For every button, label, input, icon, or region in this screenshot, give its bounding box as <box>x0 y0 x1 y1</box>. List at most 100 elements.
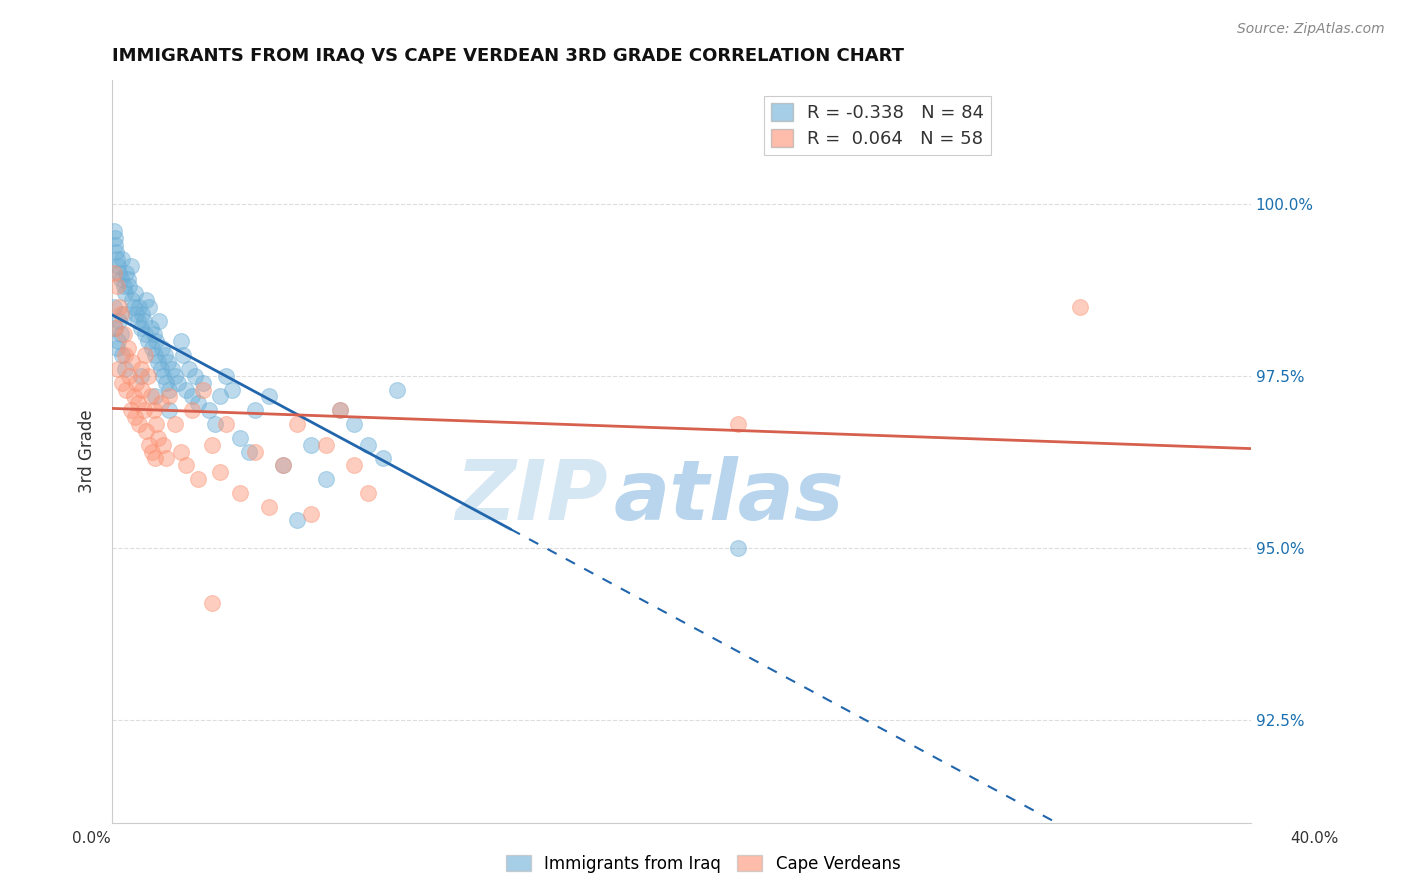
Point <box>138 300 160 314</box>
Point <box>107 259 129 273</box>
Point <box>118 279 141 293</box>
Point <box>131 383 153 397</box>
Point <box>104 231 127 245</box>
Text: ZIP: ZIP <box>456 456 607 537</box>
Point <box>103 238 125 252</box>
Legend: R = -0.338   N = 84, R =  0.064   N = 58: R = -0.338 N = 84, R = 0.064 N = 58 <box>763 96 991 155</box>
Point <box>111 348 134 362</box>
Text: atlas: atlas <box>613 456 844 537</box>
Point <box>132 403 155 417</box>
Point <box>135 293 157 307</box>
Point <box>271 458 294 473</box>
Point <box>204 417 226 431</box>
Point <box>136 334 159 349</box>
Point <box>193 383 215 397</box>
Point <box>122 389 145 403</box>
Point <box>139 389 162 403</box>
Point <box>157 389 180 403</box>
Point <box>143 451 166 466</box>
Point <box>129 368 152 383</box>
Text: IMMIGRANTS FROM IRAQ VS CAPE VERDEAN 3RD GRADE CORRELATION CHART: IMMIGRANTS FROM IRAQ VS CAPE VERDEAN 3RD… <box>112 46 904 64</box>
Point <box>198 403 221 417</box>
Point <box>285 417 308 431</box>
Point <box>142 327 165 342</box>
Point <box>727 541 749 555</box>
Point <box>104 320 127 334</box>
Point <box>160 362 183 376</box>
Point <box>174 383 197 397</box>
Point <box>271 458 294 473</box>
Point <box>128 300 150 314</box>
Point <box>103 300 125 314</box>
Point <box>221 383 243 397</box>
Point <box>121 293 143 307</box>
Point <box>215 368 238 383</box>
Point <box>357 486 380 500</box>
Point <box>238 444 260 458</box>
Point <box>301 507 323 521</box>
Point <box>143 348 166 362</box>
Point <box>166 376 188 390</box>
Point <box>127 314 149 328</box>
Point <box>146 431 169 445</box>
Point <box>118 368 141 383</box>
Point <box>209 389 232 403</box>
Point <box>357 438 380 452</box>
Point <box>169 444 191 458</box>
Point <box>152 438 174 452</box>
Point <box>157 383 180 397</box>
Point <box>103 265 125 279</box>
Point <box>142 403 165 417</box>
Point <box>187 472 209 486</box>
Point <box>329 403 352 417</box>
Point <box>121 355 143 369</box>
Point <box>149 362 172 376</box>
Point <box>120 259 142 273</box>
Point <box>152 368 174 383</box>
Point <box>128 417 150 431</box>
Point <box>111 252 134 266</box>
Point <box>157 403 180 417</box>
Point <box>115 383 138 397</box>
Text: Source: ZipAtlas.com: Source: ZipAtlas.com <box>1237 22 1385 37</box>
Point <box>117 272 139 286</box>
Point <box>229 486 252 500</box>
Point <box>145 334 167 349</box>
Point <box>172 348 194 362</box>
Point <box>110 327 132 342</box>
Point <box>146 355 169 369</box>
Point <box>315 472 337 486</box>
Point <box>141 444 163 458</box>
Point <box>181 389 204 403</box>
Point <box>124 286 146 301</box>
Point <box>110 307 132 321</box>
Point <box>114 362 136 376</box>
Point <box>163 368 186 383</box>
Legend: Immigrants from Iraq, Cape Verdeans: Immigrants from Iraq, Cape Verdeans <box>499 848 907 880</box>
Point <box>315 438 337 452</box>
Point <box>201 438 224 452</box>
Point <box>243 444 266 458</box>
Point <box>108 300 131 314</box>
Point <box>134 327 156 342</box>
Point <box>163 417 186 431</box>
Point <box>215 417 238 431</box>
Point <box>193 376 215 390</box>
Point <box>187 396 209 410</box>
Point <box>108 265 131 279</box>
Point <box>184 368 207 383</box>
Point <box>104 244 127 259</box>
Point <box>177 362 200 376</box>
Point <box>136 368 159 383</box>
Point <box>120 403 142 417</box>
Point <box>343 458 366 473</box>
Point <box>143 389 166 403</box>
Point <box>114 348 136 362</box>
Point <box>108 314 131 328</box>
Point <box>135 424 157 438</box>
Point <box>727 417 749 431</box>
Point <box>134 348 156 362</box>
Point <box>285 513 308 527</box>
Point <box>129 320 152 334</box>
Point <box>105 252 128 266</box>
